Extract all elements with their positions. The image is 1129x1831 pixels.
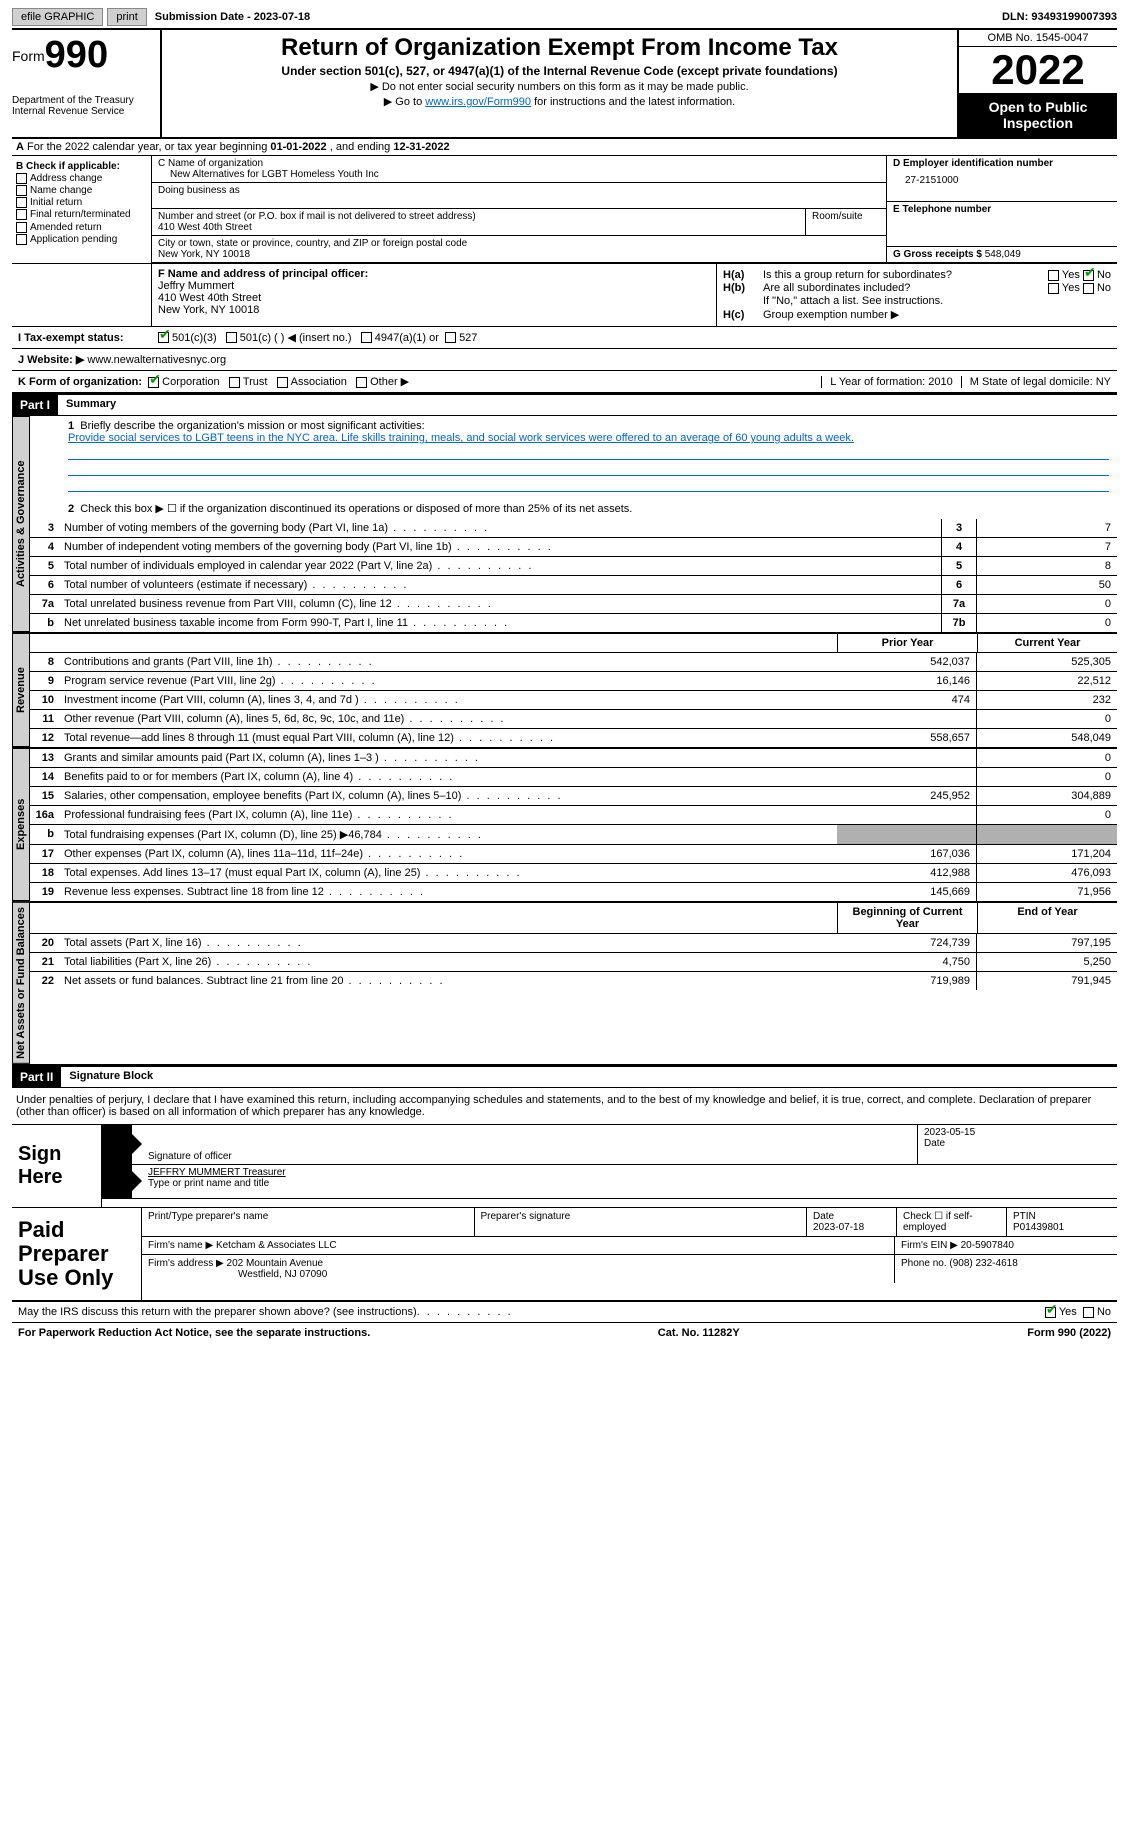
row-bcd: B Check if applicable: Address change Na… — [12, 156, 1117, 264]
efile-btn[interactable]: efile GRAPHIC — [12, 8, 103, 26]
line-3: 3 Number of voting members of the govern… — [30, 519, 1117, 537]
note-ssn: ▶ Do not enter social security numbers o… — [170, 80, 949, 93]
line-15: 15 Salaries, other compensation, employe… — [30, 786, 1117, 805]
line-8: 8 Contributions and grants (Part VIII, l… — [30, 652, 1117, 671]
omb-number: OMB No. 1545-0047 — [959, 30, 1117, 47]
note-link: ▶ Go to www.irs.gov/Form990 for instruct… — [170, 95, 949, 108]
line-21: 21 Total liabilities (Part X, line 26) 4… — [30, 952, 1117, 971]
perjury-decl: Under penalties of perjury, I declare th… — [12, 1088, 1117, 1124]
dln: DLN: 93493199007393 — [1002, 11, 1117, 23]
sig-arrow-icon — [102, 1125, 132, 1164]
street-box: Number and street (or P.O. box if mail i… — [152, 209, 806, 235]
room-box: Room/suite — [806, 209, 886, 235]
print-btn[interactable]: print — [107, 8, 146, 26]
ein-box: D Employer identification number 27-2151… — [887, 156, 1117, 202]
tel-box: E Telephone number — [887, 202, 1117, 248]
submission-date-label: Submission Date - 2023-07-18 — [155, 11, 310, 23]
line-16a: 16a Professional fundraising fees (Part … — [30, 805, 1117, 824]
org-name-box: C Name of organization New Alternatives … — [152, 156, 886, 183]
sig-arrow-icon — [102, 1165, 132, 1198]
tab-rev: Revenue — [12, 633, 30, 747]
footer: For Paperwork Reduction Act Notice, see … — [12, 1322, 1117, 1343]
section-ag: Activities & Governance 1 Briefly descri… — [12, 416, 1117, 633]
line-4: 4 Number of independent voting members o… — [30, 537, 1117, 556]
line-9: 9 Program service revenue (Part VIII, li… — [30, 671, 1117, 690]
row-fgh: F Name and address of principal officer:… — [12, 264, 1117, 327]
form-title: Return of Organization Exempt From Incom… — [170, 34, 949, 62]
section-exp: Expenses 13 Grants and similar amounts p… — [12, 748, 1117, 902]
form-header: Form990 Department of the Treasury Inter… — [12, 30, 1117, 139]
dept-label: Department of the Treasury Internal Reve… — [12, 95, 154, 117]
dba-box: Doing business as — [152, 183, 886, 209]
row-k: K Form of organization: Corporation Trus… — [12, 371, 1117, 393]
line-b: b Total fundraising expenses (Part IX, c… — [30, 824, 1117, 844]
line-6: 6 Total number of volunteers (estimate i… — [30, 575, 1117, 594]
tab-ag: Activities & Governance — [12, 416, 30, 632]
tax-year: 2022 — [959, 47, 1117, 93]
officer-box: F Name and address of principal officer:… — [152, 264, 717, 326]
line-1: 1 Briefly describe the organization's mi… — [30, 416, 1117, 498]
row-i: I Tax-exempt status: 501(c)(3) 501(c) ( … — [12, 327, 1117, 349]
line-12: 12 Total revenue—add lines 8 through 11 … — [30, 728, 1117, 747]
tab-exp: Expenses — [12, 748, 30, 901]
city-box: City or town, state or province, country… — [152, 236, 886, 262]
part2-header: Part II Signature Block — [12, 1065, 1117, 1088]
irs-link[interactable]: www.irs.gov/Form990 — [425, 96, 531, 108]
paid-preparer-block: Paid Preparer Use Only Print/Type prepar… — [12, 1208, 1117, 1303]
line-b: b Net unrelated business taxable income … — [30, 613, 1117, 632]
line-14: 14 Benefits paid to or for members (Part… — [30, 767, 1117, 786]
row-j: J Website: ▶ www.newalternativesnyc.org — [12, 349, 1117, 371]
line-2: 2 Check this box ▶ ☐ if the organization… — [30, 498, 1117, 519]
line-5: 5 Total number of individuals employed i… — [30, 556, 1117, 575]
line-7a: 7a Total unrelated business revenue from… — [30, 594, 1117, 613]
sign-here-block: Sign Here Signature of officer 2023-05-1… — [12, 1124, 1117, 1208]
line-18: 18 Total expenses. Add lines 13–17 (must… — [30, 863, 1117, 882]
section-rev: Revenue Prior YearCurrent Year 8 Contrib… — [12, 633, 1117, 748]
form-subtitle: Under section 501(c), 527, or 4947(a)(1)… — [170, 64, 949, 78]
part1-header: Part I Summary — [12, 393, 1117, 416]
col-b: B Check if applicable: Address change Na… — [12, 156, 152, 263]
row-a: A For the 2022 calendar year, or tax yea… — [12, 139, 1117, 156]
line-22: 22 Net assets or fund balances. Subtract… — [30, 971, 1117, 990]
line-11: 11 Other revenue (Part VIII, column (A),… — [30, 709, 1117, 728]
h-box: H(a)Is this a group return for subordina… — [717, 264, 1117, 326]
discuss-row: May the IRS discuss this return with the… — [12, 1302, 1117, 1322]
line-13: 13 Grants and similar amounts paid (Part… — [30, 748, 1117, 767]
open-public: Open to Public Inspection — [959, 93, 1117, 137]
tab-na: Net Assets or Fund Balances — [12, 902, 30, 1064]
line-10: 10 Investment income (Part VIII, column … — [30, 690, 1117, 709]
line-17: 17 Other expenses (Part IX, column (A), … — [30, 844, 1117, 863]
section-na: Net Assets or Fund Balances Beginning of… — [12, 902, 1117, 1065]
gross-receipts: G Gross receipts $ 548,049 — [887, 247, 1117, 262]
form-number: Form990 — [12, 34, 154, 77]
line-19: 19 Revenue less expenses. Subtract line … — [30, 882, 1117, 901]
top-bar: efile GRAPHIC print Submission Date - 20… — [12, 8, 1117, 30]
line-20: 20 Total assets (Part X, line 16) 724,73… — [30, 933, 1117, 952]
